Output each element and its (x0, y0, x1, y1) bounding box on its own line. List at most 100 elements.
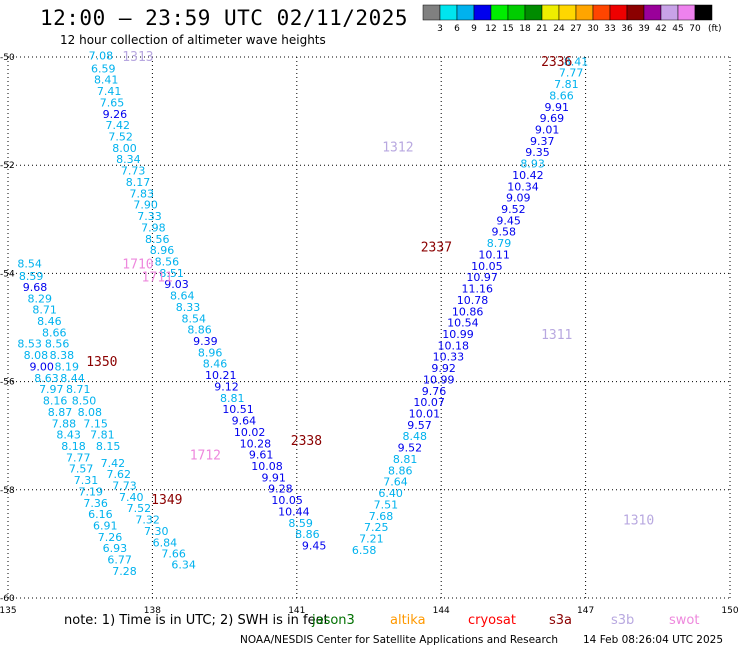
colorbar-level: 18 (519, 24, 531, 34)
wave-height-point: 8.56 (155, 255, 180, 268)
y-tick-label: -56 (0, 378, 15, 388)
chart-title: 12:00 — 23:59 UTC 02/11/2025 (40, 6, 409, 30)
wave-height-point: 7.25 (364, 521, 389, 534)
wave-height-point: 7.66 (161, 548, 186, 561)
wave-height-point: 8.43 (56, 429, 81, 442)
wave-height-point: 6.77 (107, 554, 132, 567)
satellite-label-s3a: s3a (549, 613, 573, 628)
wave-height-point: 10.21 (205, 369, 237, 382)
wave-height-point: 7.73 (121, 165, 146, 178)
wave-height-point: 8.81 (393, 453, 418, 466)
wave-height-point: 8.86 (388, 464, 413, 477)
wave-height-point: 7.30 (144, 525, 169, 538)
pass-number-label: 1311 (541, 328, 572, 343)
pass-number-label: 1350 (86, 355, 117, 370)
wave-height-point: 8.54 (17, 258, 42, 271)
wave-height-point: 8.86 (295, 528, 320, 541)
pass-number-label: 1712 (190, 449, 221, 464)
colorbar-legend: 3 6 9 12 15 18 21 24 27 30 33 36 39 42 45 70 (ft) (422, 4, 722, 34)
wave-height-point: 7.57 (69, 463, 94, 476)
pass-number-label: 1310 (623, 514, 654, 529)
wave-height-point: 7.36 (83, 497, 108, 510)
wave-height-point: 8.46 (37, 315, 62, 328)
wave-height-point: 6.58 (352, 544, 377, 557)
wave-height-point: 6.40 (378, 487, 403, 500)
wave-height-point: 8.08 (24, 349, 49, 362)
satellite-label-s3b: s3b (611, 613, 635, 628)
colorbar-level: 27 (570, 24, 581, 34)
colorbar-level: 36 (621, 24, 633, 34)
wave-height-point: 8.08 (78, 406, 103, 419)
wave-height-point: 9.00 (29, 360, 54, 373)
y-tick-label: -58 (0, 486, 15, 496)
wave-height-point: 7.42 (101, 457, 126, 470)
chart-subtitle: 12 hour collection of altimeter wave hei… (60, 33, 326, 47)
colorbar-unit: (ft) (708, 24, 722, 34)
wave-height-point: 7.83 (130, 187, 155, 200)
wave-height-point: 10.34 (507, 180, 539, 193)
wave-height-point: 7.64 (383, 476, 408, 489)
wave-height-point: 10.11 (478, 248, 510, 261)
colorbar-swatch (507, 4, 526, 21)
colorbar-swatch (626, 4, 645, 21)
wave-height-point: 7.81 (90, 429, 115, 442)
wave-height-point: 8.19 (54, 360, 79, 373)
wave-height-point: 6.84 (153, 536, 178, 549)
wave-height-point: 7.97 (39, 383, 64, 396)
wave-height-point: 9.91 (261, 471, 286, 484)
wave-height-point: 10.54 (447, 317, 479, 330)
wave-height-point: 10.86 (452, 305, 484, 318)
wave-height-point: 9.52 (501, 203, 526, 216)
wave-height-point: 8.93 (520, 158, 545, 171)
wave-height-point: 7.68 (369, 510, 394, 523)
wave-height-point: 7.41 (97, 85, 122, 98)
pass-number-label: 2338 (291, 434, 322, 449)
wave-height-point: 7.40 (119, 491, 144, 504)
wave-height-point: 9.03 (164, 278, 189, 291)
x-tick-label: 141 (288, 606, 305, 616)
wave-height-point: 10.99 (423, 373, 455, 386)
wave-height-point: 7.26 (98, 531, 123, 544)
wave-height-point: 8.33 (176, 301, 201, 314)
wave-height-point: 7.08 (89, 49, 114, 62)
wave-height-point: 7.51 (374, 498, 399, 511)
wave-height-point: 9.01 (535, 123, 560, 136)
wave-height-point: 7.52 (127, 502, 152, 515)
wave-height-point: 10.18 (437, 339, 469, 352)
wave-height-point: 10.51 (222, 403, 254, 416)
colorbar-level: 15 (502, 24, 513, 34)
wave-height-point: 9.91 (544, 101, 569, 114)
wave-height-point: 10.28 (240, 437, 272, 450)
colorbar-swatch (609, 4, 628, 21)
wave-height-point: 10.05 (271, 494, 303, 507)
wave-height-point: 7.90 (133, 199, 158, 212)
wave-height-point: 9.45 (496, 214, 521, 227)
wave-height-point: 7.42 (105, 119, 130, 132)
wave-height-point: 9.61 (249, 449, 274, 462)
wave-height-point: 10.44 (278, 505, 310, 518)
wave-height-point: 6.59 (91, 62, 116, 75)
colorbar-swatch (490, 4, 509, 21)
x-tick-label: 135 (0, 606, 17, 616)
wave-height-point: 7.81 (554, 78, 579, 91)
wave-height-point: 10.05 (471, 260, 503, 273)
colorbar-swatch (643, 4, 662, 21)
wave-height-points: 7.086.598.417.417.659.267.427.528.008.34… (17, 49, 588, 578)
wave-height-point: 9.26 (103, 108, 128, 121)
pass-number-label: 2336 (541, 55, 572, 70)
wave-height-point: 7.98 (141, 221, 166, 234)
wave-height-point: 8.96 (198, 346, 223, 359)
wave-height-point: 8.18 (61, 440, 86, 453)
wave-height-point: 10.01 (409, 408, 441, 421)
wave-height-point: 8.56 (45, 338, 70, 351)
wave-height-point: 9.69 (540, 112, 565, 125)
wave-height-point: 8.79 (487, 237, 512, 250)
wave-height-point: 10.33 (433, 351, 465, 364)
wave-height-point: 8.71 (32, 304, 57, 317)
wave-height-point: 8.87 (48, 406, 73, 419)
pass-number-label: 1312 (382, 140, 413, 155)
y-tick-label: -60 (0, 594, 15, 604)
wave-height-point: 11.16 (462, 283, 494, 296)
wave-height-point: 8.59 (288, 517, 313, 530)
wave-height-point: 7.52 (108, 131, 133, 144)
